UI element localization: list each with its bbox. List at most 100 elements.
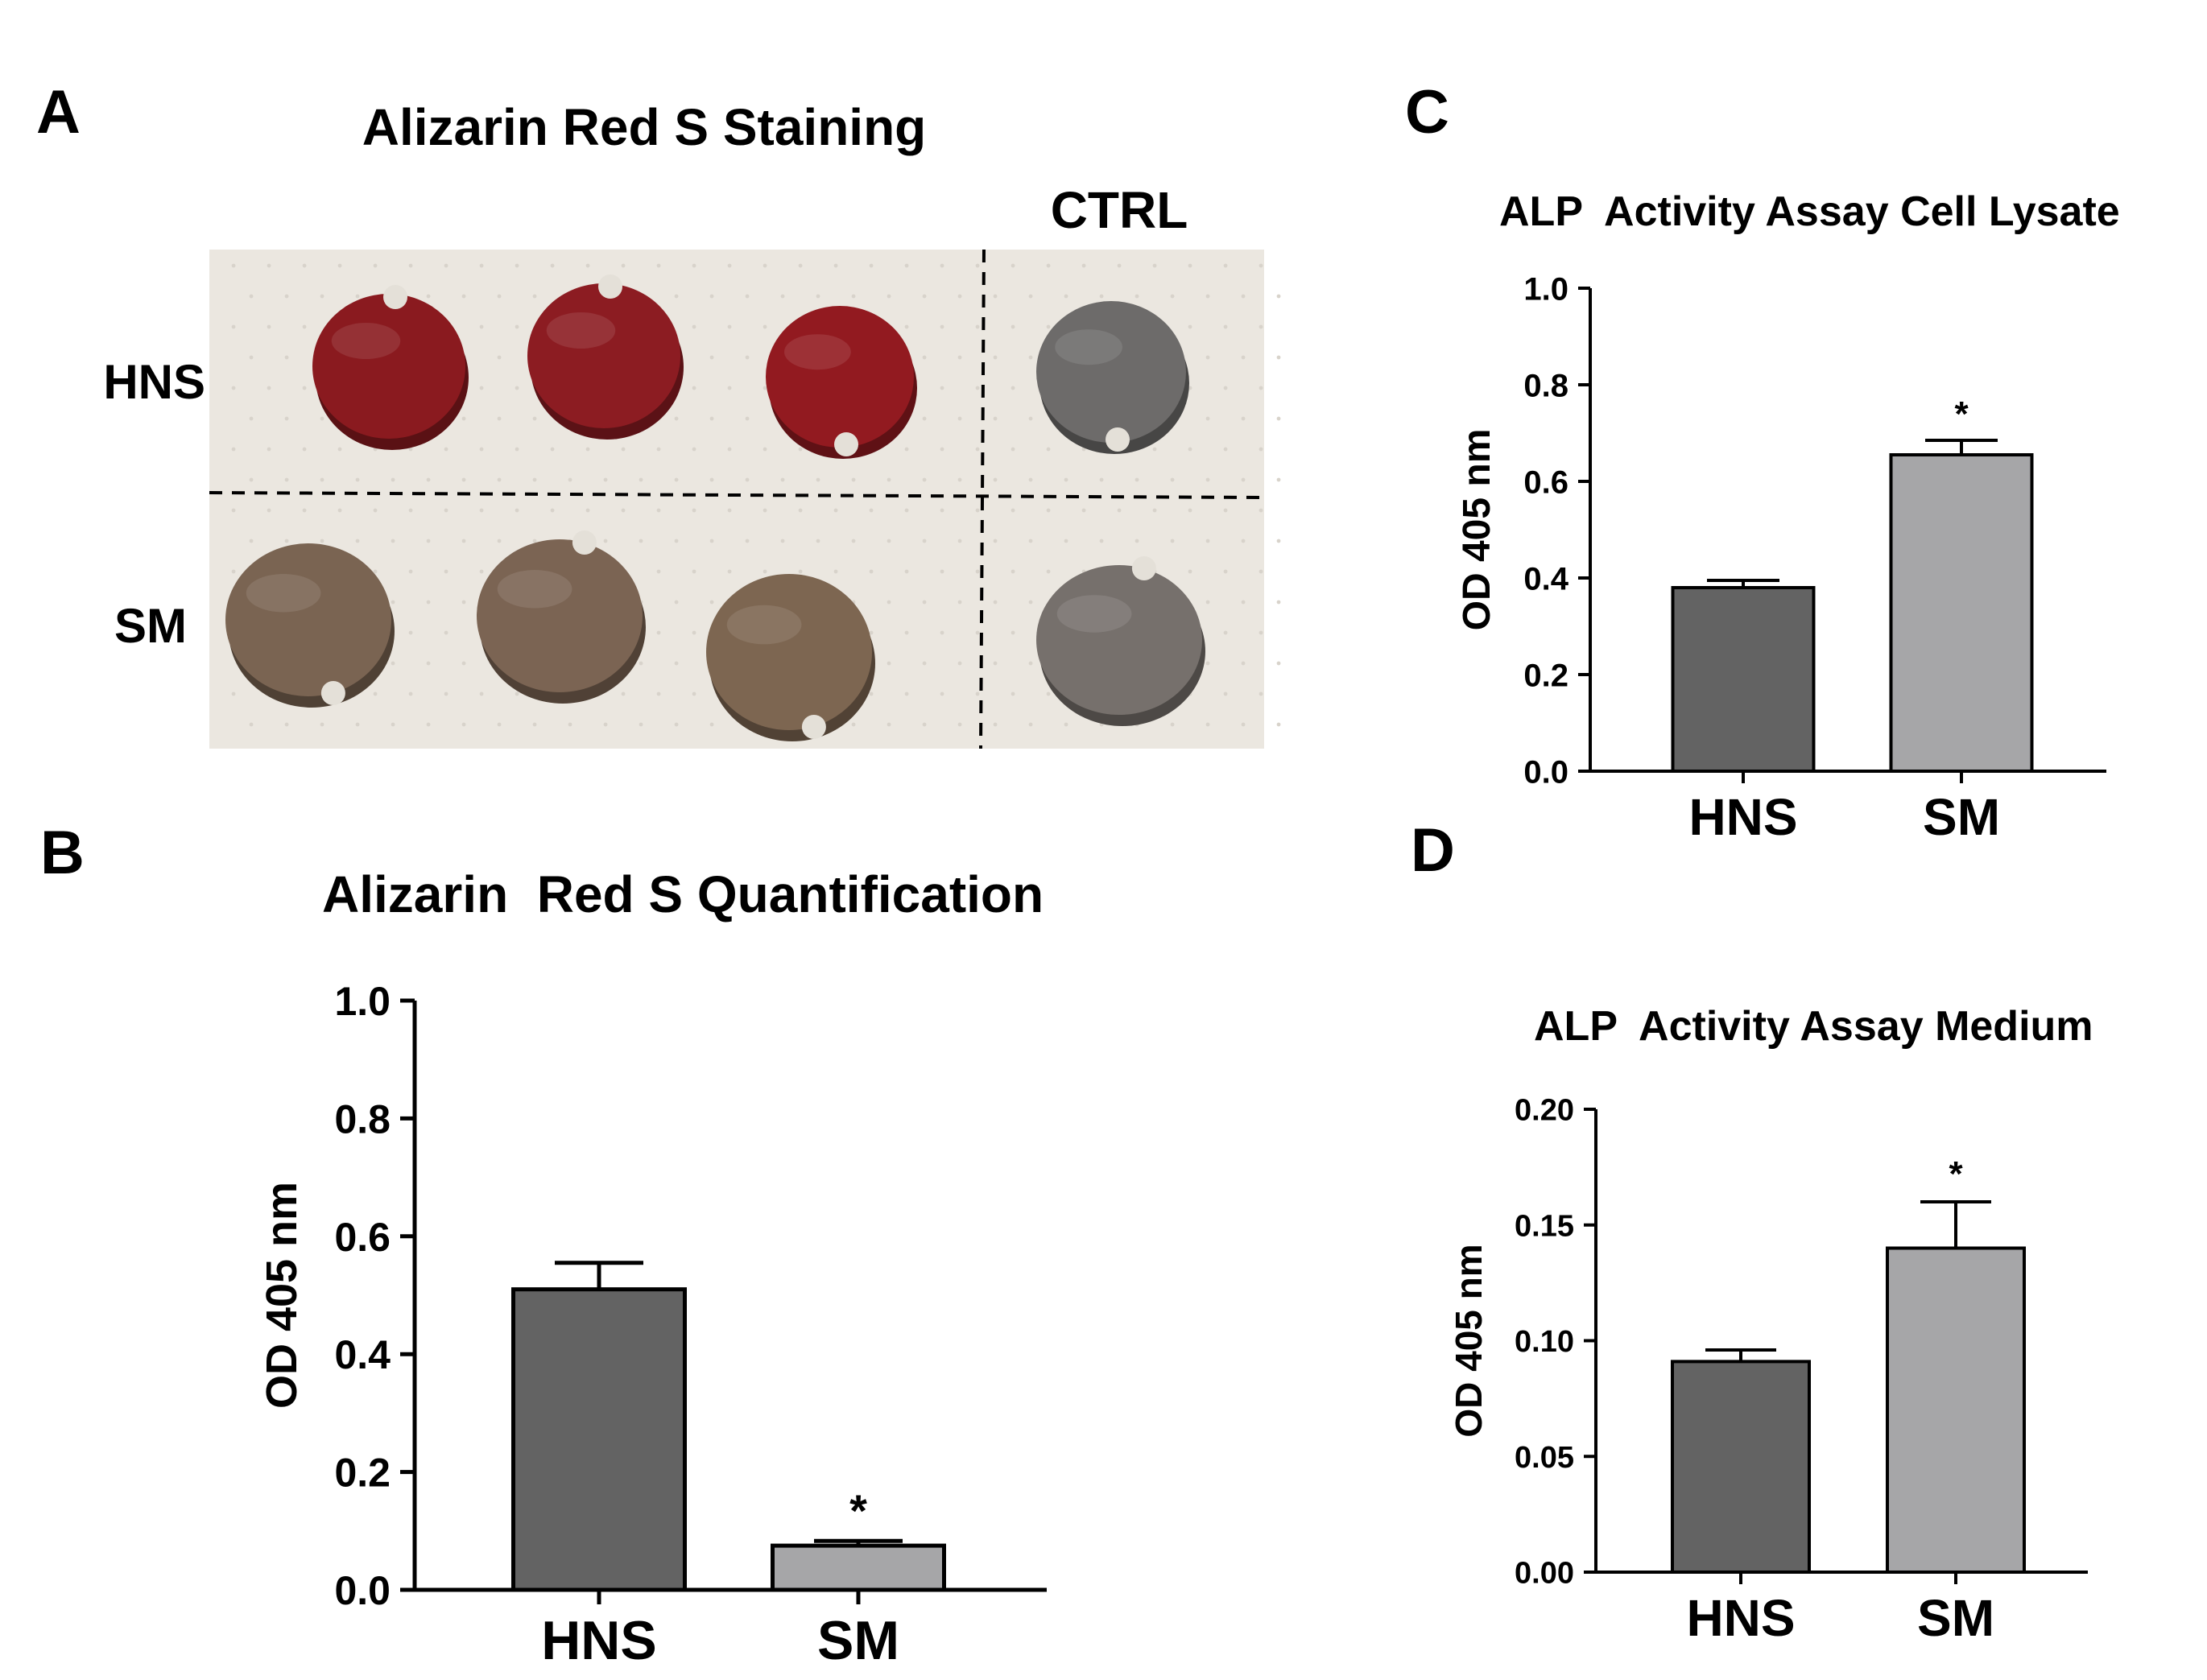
paper-dot: [426, 294, 431, 299]
paper-dot: [851, 477, 856, 482]
paper-dot: [1011, 691, 1015, 696]
paper-dot: [479, 691, 484, 696]
disc-highlight: [497, 570, 572, 609]
paper-dot: [550, 263, 555, 268]
paper-dot: [957, 600, 962, 605]
sample-disc-sm-4-ctrl: [1036, 556, 1205, 726]
paper-dot: [497, 722, 502, 727]
paper-dot: [1258, 386, 1263, 390]
y-tick-label: 0.8: [334, 1096, 391, 1141]
panel-d: D ALP Activity Assay Medium 0.00 0.05 0.10…: [1411, 816, 2093, 1647]
disc-notch: [383, 285, 407, 309]
paper-dot: [1205, 294, 1210, 299]
paper-dot: [621, 263, 626, 268]
paper-dot: [1241, 477, 1246, 482]
paper-dot: [373, 691, 378, 696]
paper-dot: [745, 539, 750, 543]
paper-dot: [763, 508, 767, 513]
panel-c: C ALP Activity Assay Cell Lysate 0.00.20…: [1405, 78, 2120, 846]
paper-dot: [515, 386, 519, 390]
paper-dot: [1134, 294, 1139, 299]
paper-dot: [532, 539, 537, 543]
paper-dot: [231, 386, 236, 390]
paper-dot: [621, 508, 626, 513]
paper-dot: [887, 477, 891, 482]
paper-dot: [993, 600, 998, 605]
paper-dot: [1258, 263, 1263, 268]
paper-dot: [1152, 447, 1157, 452]
paper-dot: [1028, 416, 1033, 421]
paper-dot: [231, 263, 236, 268]
paper-dot: [709, 600, 714, 605]
paper-dot: [1170, 294, 1175, 299]
paper-dot: [763, 447, 767, 452]
paper-dot: [267, 263, 271, 268]
paper-dot: [887, 661, 891, 666]
paper-dot: [479, 386, 484, 390]
paper-dot: [709, 355, 714, 360]
bar-hns: [1671, 1360, 1811, 1574]
paper-dot: [426, 722, 431, 727]
paper-dot: [656, 630, 661, 635]
paper-dot: [1223, 630, 1228, 635]
paper-dot: [461, 661, 466, 666]
paper-dot: [249, 294, 254, 299]
paper-dot: [1046, 569, 1051, 574]
paper-dot: [1188, 508, 1192, 513]
panel-d-title: ALP Activity Assay Medium: [1534, 1003, 2093, 1050]
disc-notch: [801, 715, 826, 739]
paper-dot: [231, 691, 236, 696]
paper-dot: [1117, 508, 1122, 513]
paper-dot: [1205, 355, 1210, 360]
paper-dot: [302, 447, 307, 452]
paper-dot: [922, 661, 927, 666]
paper-dot: [1170, 722, 1175, 727]
paper-dot: [816, 539, 820, 543]
paper-dot: [355, 294, 360, 299]
disc-face: [1036, 301, 1186, 443]
paper-dot: [373, 569, 378, 574]
paper-dot: [904, 447, 909, 452]
paper-dot: [444, 447, 448, 452]
paper-dot: [1205, 661, 1210, 666]
paper-dot: [993, 661, 998, 666]
disc-highlight: [246, 574, 321, 613]
paper-dot: [1064, 294, 1068, 299]
paper-dot: [408, 691, 413, 696]
sample-disc-sm-3: [706, 574, 875, 741]
significance-marker-sm: *: [1954, 394, 1969, 434]
paper-dot: [1152, 263, 1157, 268]
paper-dot: [1241, 600, 1246, 605]
paper-dot: [1241, 294, 1246, 299]
significance-marker-sm: *: [849, 1485, 867, 1536]
row-divider: [209, 491, 1265, 499]
paper-dot: [1011, 324, 1015, 329]
bar-hns: [1671, 586, 1816, 773]
paper-dot: [355, 477, 360, 482]
paper-dot: [922, 539, 927, 543]
x-tick-label-sm: SM: [1917, 1589, 1994, 1647]
paper-dot: [692, 508, 696, 513]
paper-dot: [1188, 324, 1192, 329]
paper-dot: [993, 539, 998, 543]
ctrl-column-label: CTRL: [1051, 181, 1188, 239]
paper-dot: [284, 539, 289, 543]
paper-dot: [267, 386, 271, 390]
paper-dot: [249, 416, 254, 421]
disc-face: [766, 306, 914, 448]
paper-dot: [780, 477, 785, 482]
paper-dot: [1276, 477, 1281, 482]
paper-dot: [1170, 477, 1175, 482]
paper-dot: [1276, 416, 1281, 421]
y-tick-label: 0.10: [1515, 1325, 1574, 1359]
paper-dot: [461, 294, 466, 299]
paper-dot: [674, 600, 679, 605]
paper-dot: [993, 477, 998, 482]
paper-dot: [444, 691, 448, 696]
staining-photo: [209, 249, 1281, 749]
paper-dot: [1241, 355, 1246, 360]
paper-dot: [249, 722, 254, 727]
panel-a: A Alizarin Red S Staining CTRL HNS SM: [36, 78, 1281, 749]
paper-dot: [639, 722, 643, 727]
paper-dot: [922, 416, 927, 421]
